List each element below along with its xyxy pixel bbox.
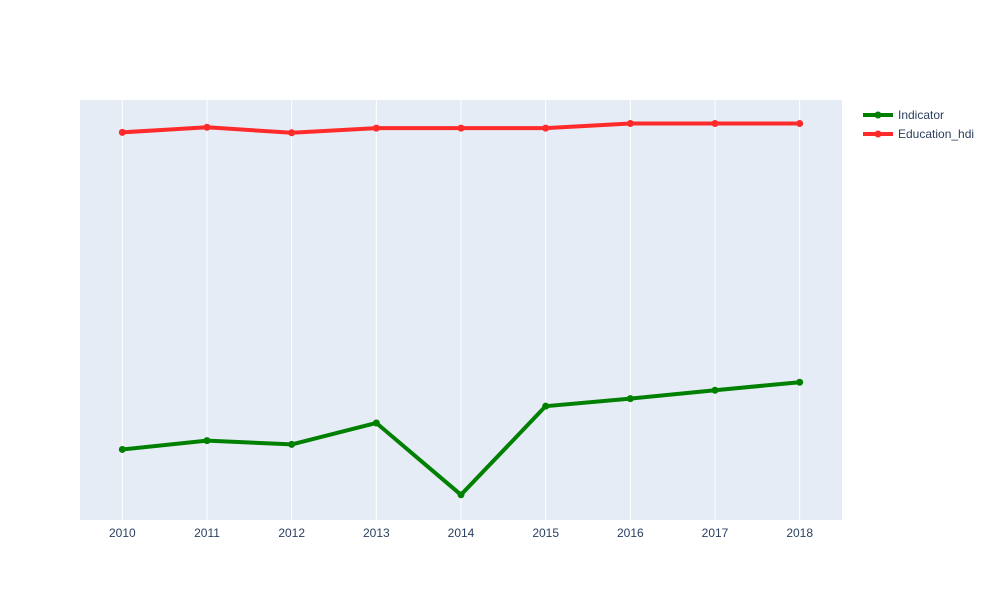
grid-layer — [121, 100, 801, 520]
data-point[interactable] — [542, 402, 550, 410]
data-point[interactable] — [626, 395, 634, 403]
data-point[interactable] — [288, 129, 296, 137]
legend-item-indicator[interactable]: Indicator — [863, 108, 944, 122]
x-tick-label: 2016 — [617, 526, 644, 540]
x-tick-label: 2014 — [448, 526, 475, 540]
data-point[interactable] — [796, 378, 804, 386]
x-axis: 2010 2011 2012 2013 2014 2015 2016 2017 2018 — [109, 526, 813, 540]
data-point[interactable] — [626, 120, 634, 128]
data-point[interactable] — [542, 124, 550, 132]
data-point[interactable] — [457, 491, 465, 499]
data-point[interactable] — [203, 437, 211, 445]
x-tick-label: 2015 — [532, 526, 559, 540]
data-point[interactable] — [203, 123, 211, 131]
data-point[interactable] — [372, 124, 380, 132]
data-point[interactable] — [457, 124, 465, 132]
series-education-hdi — [118, 120, 804, 137]
data-point[interactable] — [118, 445, 126, 453]
legend-label: Indicator — [898, 108, 944, 122]
legend-label: Education_hdi — [898, 127, 974, 141]
legend-marker-icon — [874, 111, 882, 119]
x-tick-label: 2012 — [278, 526, 305, 540]
x-tick-label: 2013 — [363, 526, 390, 540]
legend-marker-icon — [874, 130, 882, 138]
data-point[interactable] — [372, 419, 380, 427]
data-point[interactable] — [118, 128, 126, 136]
legend-item-education-hdi[interactable]: Education_hdi — [863, 127, 974, 141]
legend[interactable]: Indicator Education_hdi — [863, 108, 974, 141]
x-tick-label: 2018 — [786, 526, 813, 540]
data-point[interactable] — [711, 120, 719, 128]
data-point[interactable] — [711, 386, 719, 394]
series-layer — [118, 120, 804, 499]
x-tick-label: 2011 — [194, 526, 220, 540]
x-tick-label: 2017 — [702, 526, 729, 540]
data-point[interactable] — [796, 120, 804, 128]
x-tick-label: 2010 — [109, 526, 136, 540]
data-point[interactable] — [288, 440, 296, 448]
series-indicator — [118, 378, 804, 499]
